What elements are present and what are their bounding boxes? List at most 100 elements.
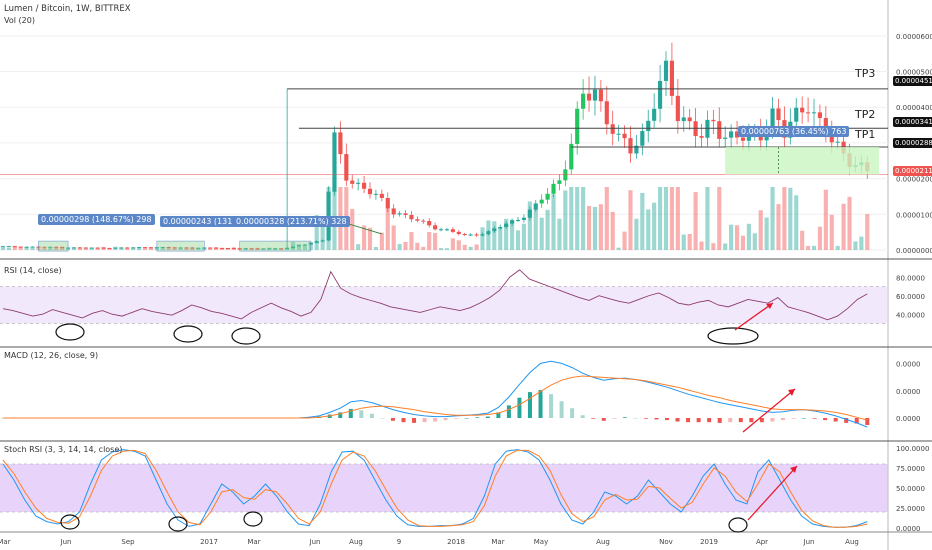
price-candle	[817, 112, 822, 119]
volume-bar	[480, 227, 485, 250]
price-candle	[628, 138, 633, 154]
price-candle	[225, 248, 230, 250]
volume-bar	[634, 218, 639, 250]
rsi-arrow	[734, 302, 774, 331]
measure-badge-3[interactable]: 0.00000328 (213.71%) 328	[233, 216, 350, 227]
macd-histogram-bar	[728, 418, 733, 423]
volume-bar	[515, 230, 521, 250]
macd-histogram-bar	[665, 418, 670, 421]
volume-bar	[184, 247, 189, 250]
rsi-tick-label: 80.0000	[896, 274, 925, 282]
macd-histogram-bar	[686, 418, 691, 423]
volume-bar	[24, 247, 29, 250]
volume-bar	[83, 247, 88, 250]
measure-badge-2[interactable]: 0.00000243 (131.76	[160, 216, 249, 227]
price-candle	[586, 93, 592, 101]
macd-histogram-bar	[559, 401, 564, 418]
volume-bar	[575, 187, 580, 250]
volume-bar	[6, 247, 11, 250]
measure-box	[239, 240, 312, 252]
measure-box	[38, 240, 69, 252]
stoch-tick-label: 0.0000	[896, 525, 921, 533]
volume-bar	[214, 247, 219, 250]
volume-bar	[77, 247, 82, 250]
volume-bar	[196, 247, 201, 250]
price-candle	[800, 107, 805, 113]
volume-bar	[746, 223, 751, 250]
price-candle	[646, 120, 651, 132]
price-candle	[101, 247, 106, 249]
time-tick-label: 2019	[700, 538, 718, 546]
volume-bar	[592, 206, 598, 250]
volume-bar	[687, 233, 692, 250]
stoch-arrow	[747, 465, 798, 521]
price-candle	[379, 193, 384, 198]
price-candle	[77, 247, 82, 249]
volume-bar	[296, 244, 302, 250]
volume-bar	[285, 247, 290, 250]
macd-histogram-bar	[865, 418, 870, 425]
macd-histogram-bar	[401, 418, 406, 423]
price-candle	[699, 136, 704, 138]
volume-bar	[474, 244, 479, 250]
symbol-title: Lumen / Bitcoin, 1W, BITTREX	[4, 4, 131, 14]
macd-histogram-bar	[348, 408, 353, 418]
price-candle	[598, 89, 603, 102]
volume-bar	[397, 243, 402, 250]
price-candle	[0, 246, 6, 248]
price-candle	[18, 246, 23, 248]
volume-bar	[675, 187, 680, 250]
volume-bar	[208, 247, 213, 250]
price-candle	[279, 248, 284, 250]
volume-bar	[60, 246, 65, 250]
price-candle	[190, 247, 195, 249]
macd-histogram-bar	[844, 418, 849, 423]
price-candle	[60, 247, 65, 249]
time-tick-label: Sep	[121, 538, 135, 546]
price-candle	[592, 89, 598, 101]
tp1-price-tag: 0.00002886	[893, 138, 932, 148]
macd-histogram-bar	[422, 418, 427, 423]
price-candle	[545, 193, 550, 200]
stoch-tick-label: 75.0000	[896, 465, 925, 473]
time-tick-label: Mar	[491, 538, 504, 546]
volume-bar	[539, 217, 544, 250]
volume-bar	[498, 227, 503, 250]
volume-bar	[669, 187, 674, 250]
volume-bar	[758, 210, 763, 250]
macd-histogram-bar	[517, 397, 522, 418]
price-candle	[504, 223, 509, 228]
volume-bar	[604, 187, 609, 250]
measure-badge-4[interactable]: 0.00000763 (36.45%) 763	[738, 126, 850, 137]
volume-bar	[770, 187, 775, 250]
time-tick-label: Apr	[756, 538, 768, 546]
price-candle	[456, 231, 461, 234]
volume-bar	[456, 240, 461, 250]
volume-bar	[30, 247, 35, 250]
volume-bar	[373, 246, 378, 250]
volume-bar	[356, 244, 361, 250]
time-tick-label: May	[534, 538, 548, 546]
price-candle	[415, 219, 420, 221]
measure-badge-1[interactable]: 0.00000298 (148.67%) 298	[38, 214, 155, 225]
macd-tick-label: 0.0000	[896, 360, 921, 368]
price-candle	[362, 182, 367, 189]
tp3-price-tag: 0.00004513	[893, 76, 932, 86]
price-candle	[563, 169, 568, 181]
time-tick-label: Nov	[659, 538, 673, 546]
price-candle	[634, 145, 639, 154]
macd-histogram-bar	[770, 418, 775, 422]
macd-histogram-bar	[549, 394, 554, 418]
macd-histogram-bar	[759, 418, 764, 423]
volume-bar	[853, 241, 858, 250]
price-candle	[261, 248, 266, 250]
price-candle	[403, 213, 408, 215]
price-tick-label: 0.00000000	[896, 247, 932, 255]
volume-bar	[764, 217, 769, 250]
macd-histogram-bar	[390, 418, 395, 421]
volume-bar	[48, 247, 53, 250]
macd-histogram-bar	[717, 418, 722, 423]
price-candle	[811, 112, 817, 114]
